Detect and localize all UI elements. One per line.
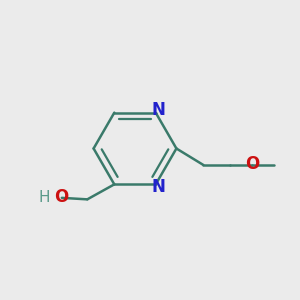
Text: O: O xyxy=(54,188,68,206)
Text: N: N xyxy=(152,101,166,119)
Text: O: O xyxy=(245,155,259,173)
Text: H: H xyxy=(39,190,50,205)
Text: N: N xyxy=(152,178,166,196)
